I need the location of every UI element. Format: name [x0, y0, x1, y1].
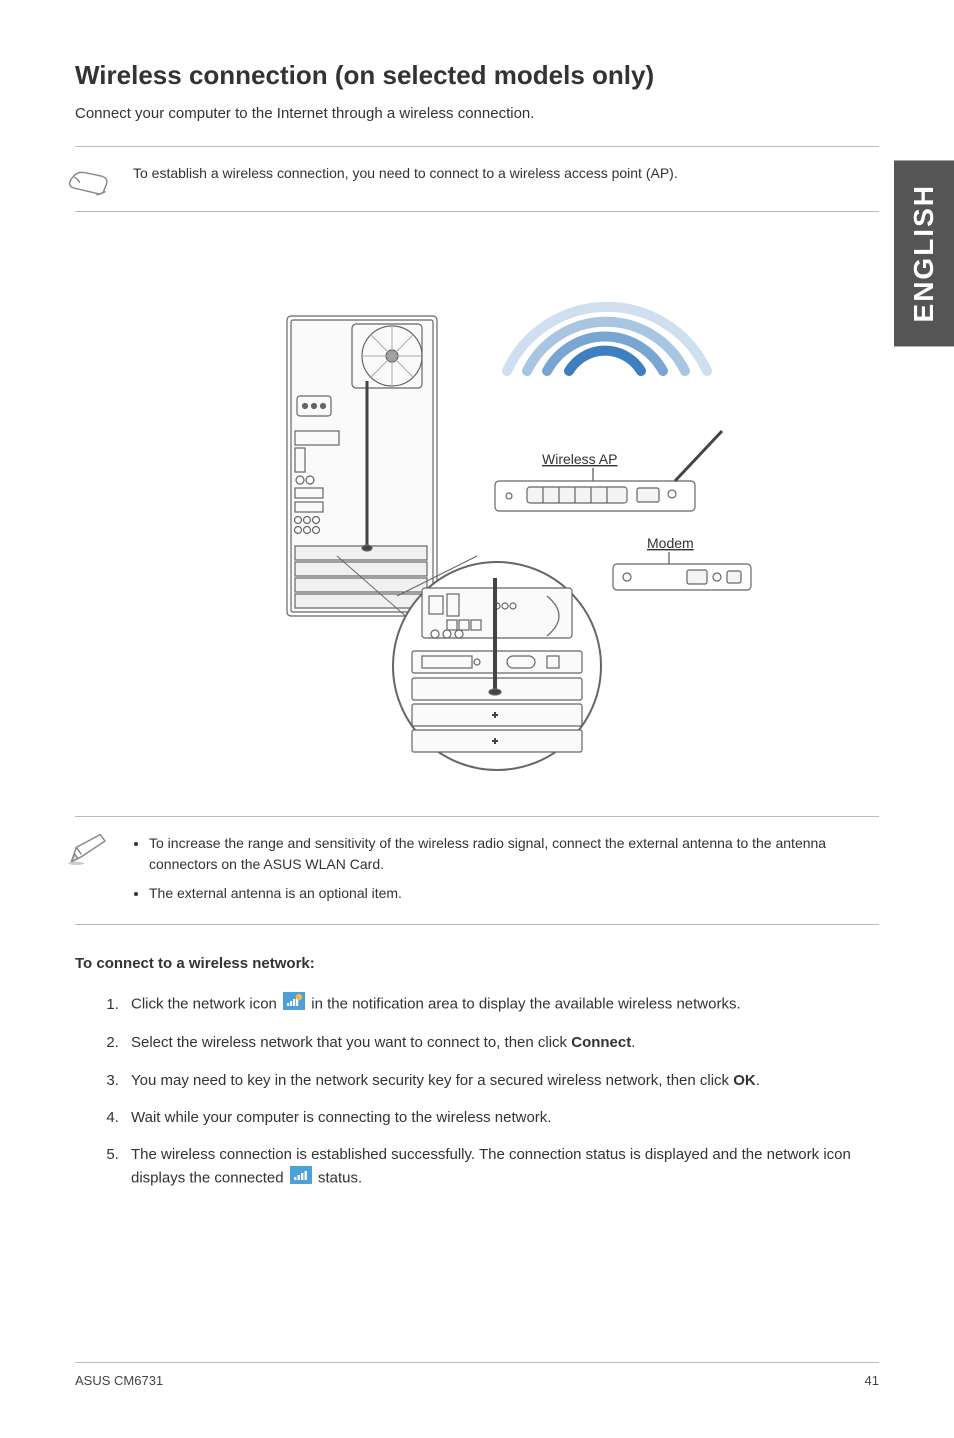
network-connected-icon — [290, 1166, 312, 1191]
note2-body: To increase the range and sensitivity of… — [133, 829, 879, 912]
wireless-ap-label: Wireless AP — [542, 451, 617, 467]
note-box-pencil: To increase the range and sensitivity of… — [75, 816, 879, 925]
steps-heading: To connect to a wireless network: — [75, 955, 879, 972]
step-4: Wait while your computer is connecting t… — [123, 1106, 879, 1129]
network-tray-icon — [283, 992, 305, 1017]
intro-text: Connect your computer to the Internet th… — [75, 105, 879, 122]
page-footer: ASUS CM6731 41 — [75, 1362, 879, 1388]
step-1: Click the network icon in the notificati… — [123, 992, 879, 1017]
note2-bullet1: To increase the range and sensitivity of… — [149, 833, 879, 875]
wireless-diagram: Wireless AP Modem — [75, 236, 879, 776]
hand-icon — [65, 159, 113, 199]
note-box-hand: To establish a wireless connection, you … — [75, 146, 879, 212]
note1-text: To establish a wireless connection, you … — [133, 159, 678, 183]
steps-list: Click the network icon in the notificati… — [75, 992, 879, 1192]
step-2: Select the wireless network that you wan… — [123, 1031, 879, 1054]
pencil-icon — [65, 829, 113, 869]
step-3: You may need to key in the network secur… — [123, 1069, 879, 1092]
chapter-title: Wireless connection (on selected models … — [75, 60, 879, 91]
note2-bullet2: The external antenna is an optional item… — [149, 883, 879, 904]
footer-page-number: 41 — [865, 1373, 879, 1388]
modem-label: Modem — [647, 535, 694, 551]
step-5: The wireless connection is established s… — [123, 1143, 879, 1192]
language-tab: ENGLISH — [894, 160, 954, 346]
page-body: Wireless connection (on selected models … — [0, 0, 954, 1246]
footer-left: ASUS CM6731 — [75, 1373, 163, 1388]
